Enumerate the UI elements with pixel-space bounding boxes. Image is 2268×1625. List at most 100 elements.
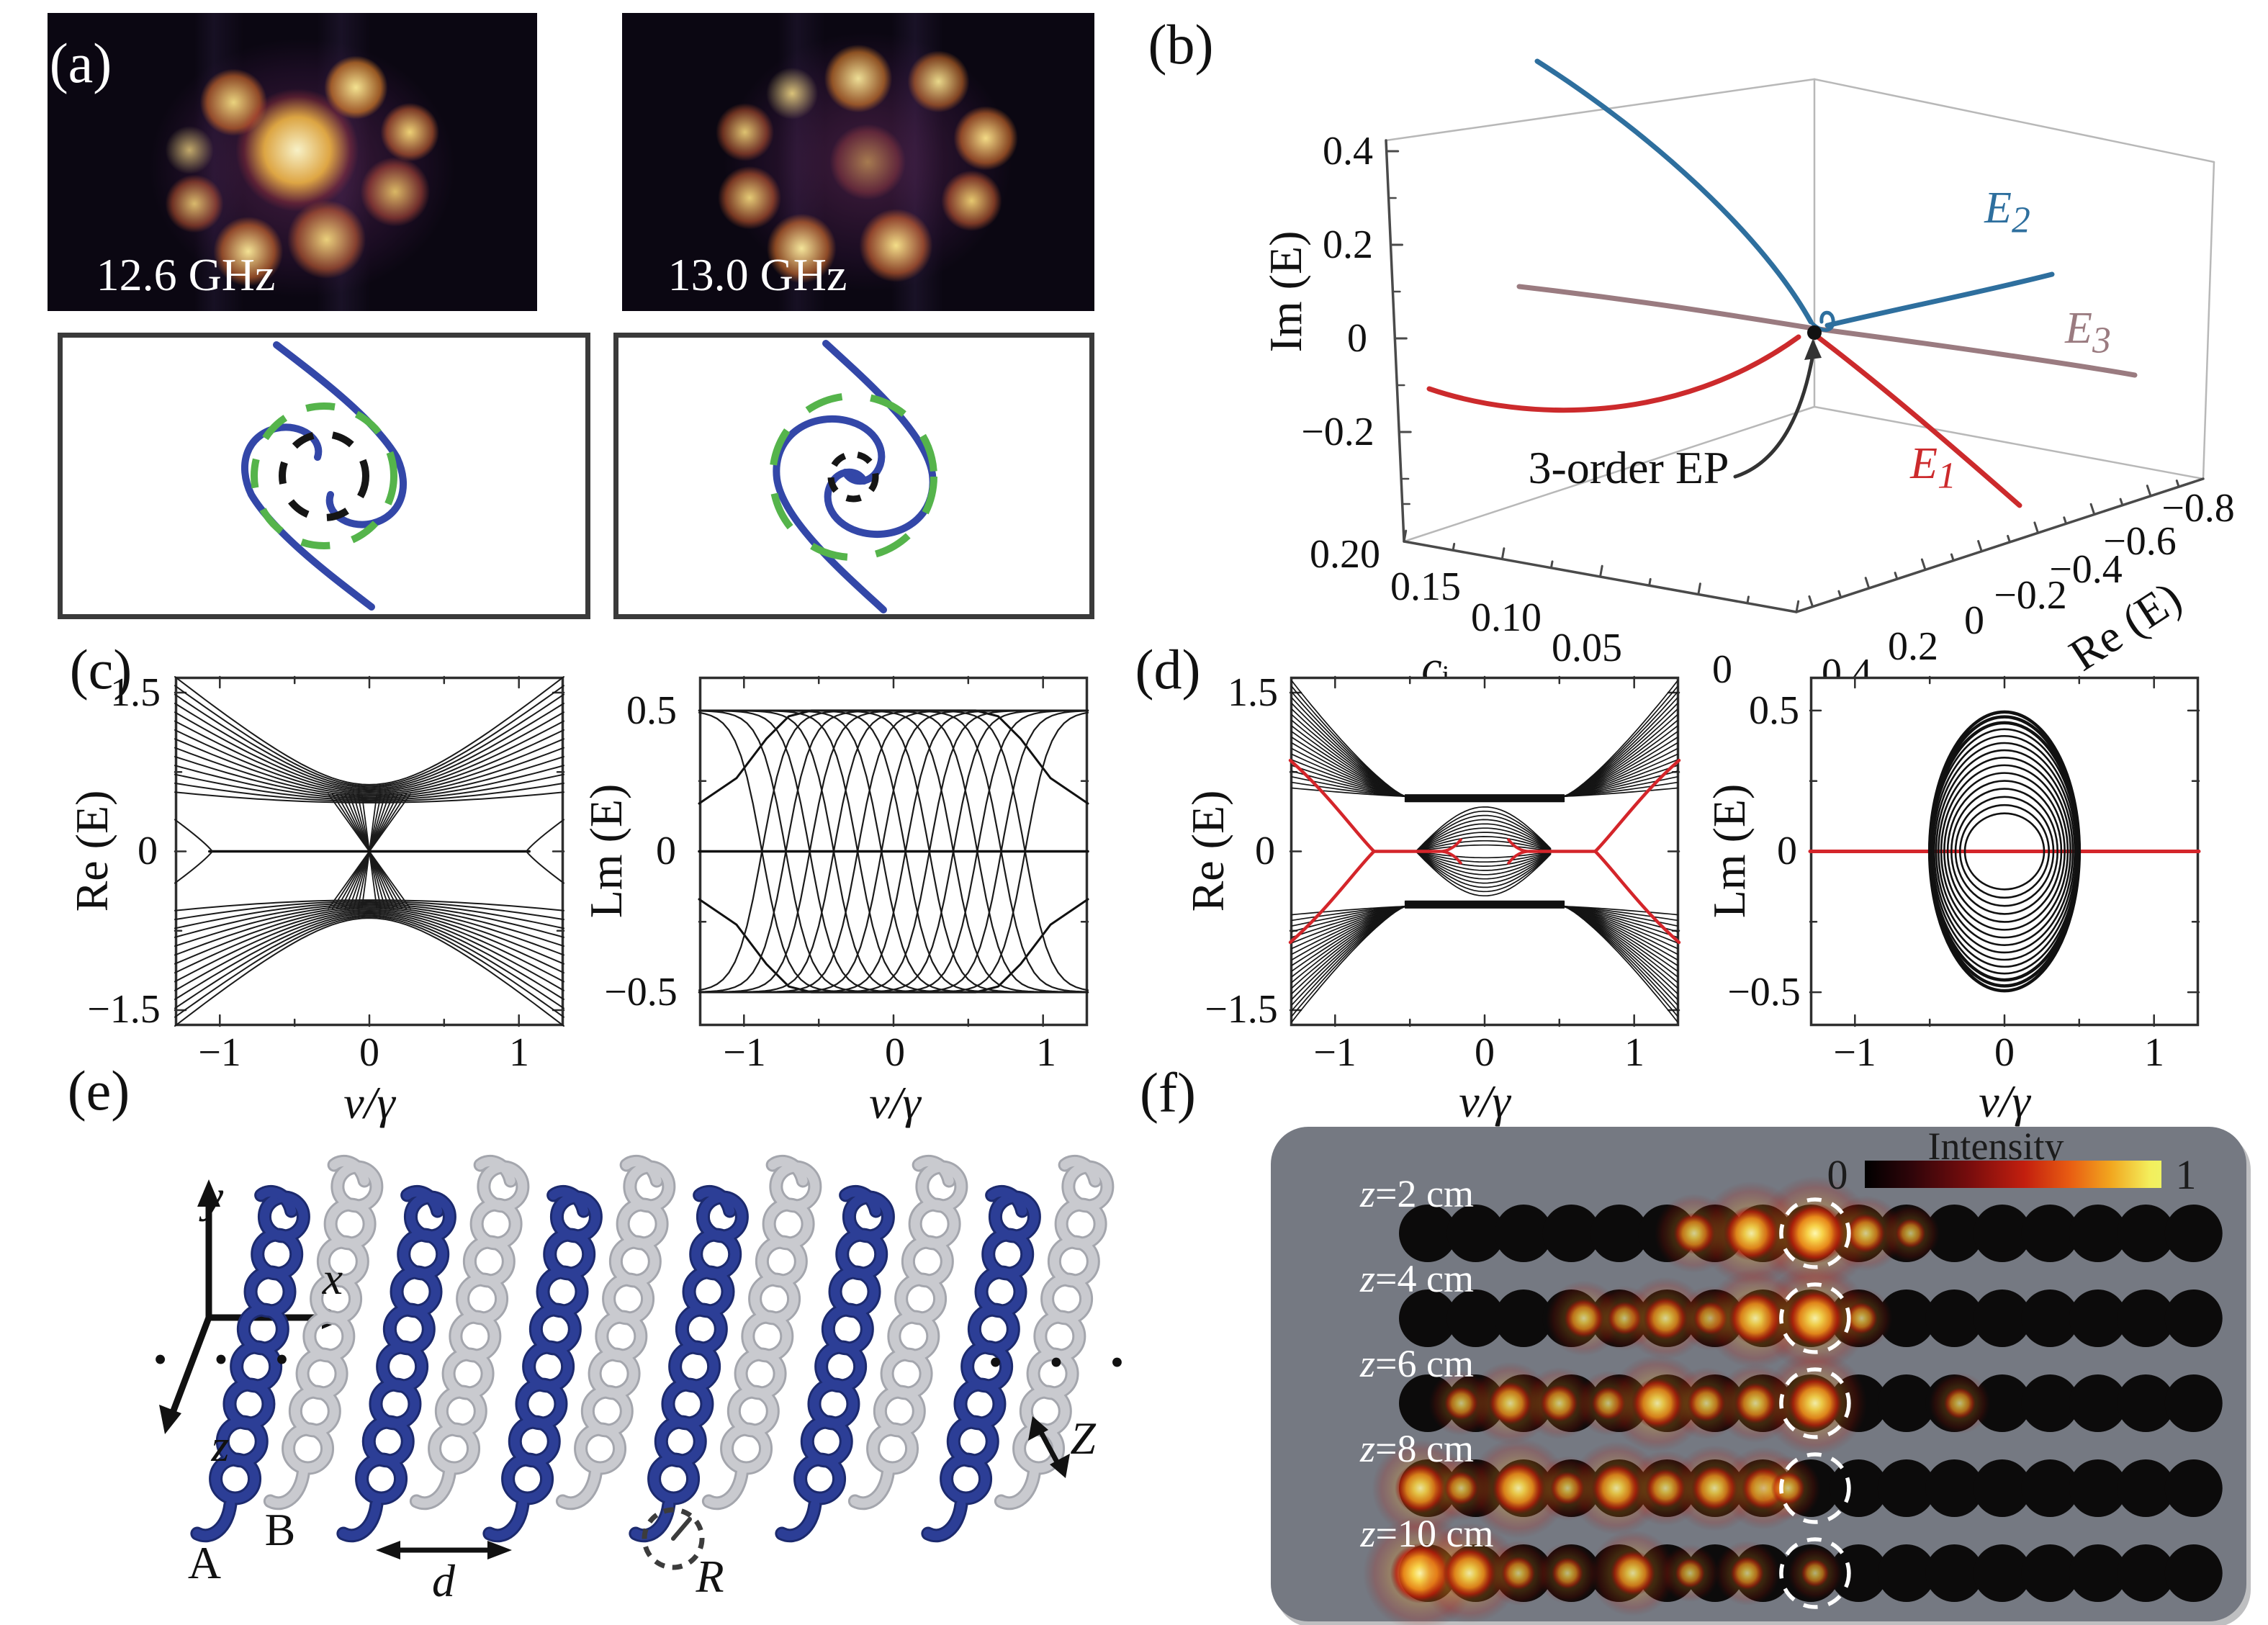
colorbar-title: Intensity: [1927, 1125, 2064, 1168]
spiral-arm-blue: [241, 423, 375, 611]
speckle-image-12-6ghz: [48, 13, 537, 311]
c2-axis-tick: 0.05: [1552, 626, 1622, 670]
speckle-image-13-0ghz: [622, 13, 1094, 311]
c2-axis-tick: 0: [1712, 647, 1732, 692]
green-dashed-circle: [251, 402, 397, 549]
panel-a-label: (a): [49, 32, 112, 94]
y-tick: −0.5: [1727, 970, 1801, 1014]
re-spectrum-plot-obc: [1288, 675, 1681, 1027]
y-axis-label: Re (E): [66, 790, 117, 912]
x-tick: −1: [1833, 1030, 1876, 1075]
x-tick: 0: [359, 1030, 379, 1075]
x-tick: 1: [509, 1030, 529, 1075]
y-axis-label: Re (E): [1182, 790, 1233, 912]
x-tick: 0: [1994, 1030, 2015, 1075]
frequency-caption-1: 12.6 GHz: [96, 249, 276, 300]
complex-energy-3d-plot: [1385, 58, 2215, 613]
spacing-d-label: d: [432, 1555, 455, 1606]
z-row-label: z=4 cm: [1360, 1257, 1474, 1300]
panel-c-label: (c): [69, 638, 132, 701]
ellipsis-left: • • •: [153, 1338, 307, 1381]
z-row-label: z=10 cm: [1360, 1512, 1494, 1555]
x-axis-label: v/γ: [1979, 1076, 2030, 1127]
panel-f-label: (f): [1140, 1061, 1196, 1124]
x-tick: −1: [723, 1030, 766, 1075]
black-dashed-circle: [279, 431, 369, 521]
intensity-rows: [1362, 1176, 2223, 1625]
spiral-arm-blue: [273, 341, 407, 528]
x-tick: 1: [2144, 1030, 2164, 1075]
x-tick: 1: [1624, 1030, 1644, 1075]
re-axis-tick: −0.2: [1994, 573, 2067, 618]
x-axis-label: v/γ: [1459, 1076, 1511, 1127]
re-axis-tick: 0: [1964, 598, 1984, 643]
y-tick: −1.5: [87, 987, 161, 1032]
winding-spiral-plot-2: [613, 333, 1094, 619]
re-axis-tick: −0.8: [2161, 486, 2235, 531]
re-spectrum-plot-hermitianlike: [174, 675, 565, 1027]
y-tick: −1.5: [1205, 987, 1278, 1032]
axis-x-label: x: [322, 1253, 343, 1304]
series-label-e2: E2: [1984, 183, 2030, 241]
re-axis-tick: 0.2: [1888, 624, 1938, 669]
panel-b-label: (b): [1148, 13, 1214, 76]
y-tick: 1.5: [110, 670, 161, 715]
im-axis-label: Im (E): [1260, 230, 1311, 353]
c2-axis-tick: 0.10: [1471, 595, 1542, 640]
im-axis-tick: −0.2: [1301, 410, 1374, 454]
colorbar-max: 1: [2175, 1151, 2197, 1198]
x-tick: −1: [198, 1030, 241, 1075]
winding-spiral-plot-1: [58, 333, 590, 619]
x-tick: 1: [1036, 1030, 1056, 1075]
y-tick: 0: [656, 829, 676, 873]
y-tick: −0.5: [604, 970, 678, 1014]
axis-z-label: z: [211, 1420, 230, 1471]
im-axis-tick: 0: [1347, 316, 1367, 361]
panel-e-label: (e): [67, 1059, 130, 1122]
spiral-curves-2: [769, 340, 937, 613]
sublattice-a-label: A: [187, 1537, 222, 1588]
y-tick: 0: [138, 829, 158, 873]
y-axis-label: Lm (E): [580, 783, 631, 919]
re-axis-tick: −0.4: [2049, 547, 2123, 592]
re-axis-tick: −0.6: [2103, 519, 2177, 564]
green-dashed-circle: [769, 392, 937, 561]
panel-d-label: (d): [1135, 638, 1201, 701]
y-tick: 0: [1255, 829, 1275, 873]
c2-axis-tick: 0.20: [1310, 532, 1380, 577]
x-tick: 0: [1475, 1030, 1495, 1075]
spiral-arm-blue: [773, 415, 887, 613]
ep-annotation: 3-order EP: [1528, 442, 1729, 493]
im-axis-tick: 0.2: [1323, 222, 1373, 267]
series-label-e3: E3: [2065, 303, 2111, 361]
colorbar-min: 0: [1827, 1151, 1848, 1198]
y-tick: 1.5: [1228, 670, 1278, 715]
z-row-label: z=6 cm: [1360, 1342, 1474, 1385]
y-tick: 0: [1777, 829, 1797, 873]
radius-r-label: R: [696, 1551, 724, 1602]
colorbar: [1865, 1161, 2161, 1188]
im-spectrum-plot-obc: [1808, 675, 2201, 1027]
ellipsis-right: • • •: [989, 1341, 1143, 1384]
c2-axis-tick: 0.15: [1390, 564, 1461, 609]
y-tick: 0.5: [1749, 688, 1799, 733]
frequency-caption-2: 13.0 GHz: [667, 249, 847, 300]
x-axis-label: v/γ: [869, 1077, 921, 1128]
series-label-e1: E1: [1910, 438, 1956, 497]
pitch-z-label: Z: [1070, 1413, 1096, 1464]
spiral-curves-1: [241, 341, 407, 611]
axis-y-label: y: [202, 1171, 224, 1222]
x-tick: −1: [1313, 1030, 1356, 1075]
im-axis-tick: 0.4: [1323, 129, 1373, 174]
black-dashed-circle: [827, 451, 879, 503]
z-row-label: z=2 cm: [1360, 1172, 1474, 1215]
y-axis-label: Lm (E): [1704, 783, 1755, 919]
im-spectrum-plot-pbc: [698, 675, 1089, 1027]
y-tick: 0.5: [626, 688, 677, 733]
x-axis-label: v/γ: [343, 1077, 395, 1128]
helical-waveguide-array: [159, 1154, 1115, 1570]
z-row-label: z=8 cm: [1360, 1427, 1474, 1470]
sublattice-b-label: B: [264, 1504, 296, 1555]
x-tick: 0: [885, 1030, 905, 1075]
